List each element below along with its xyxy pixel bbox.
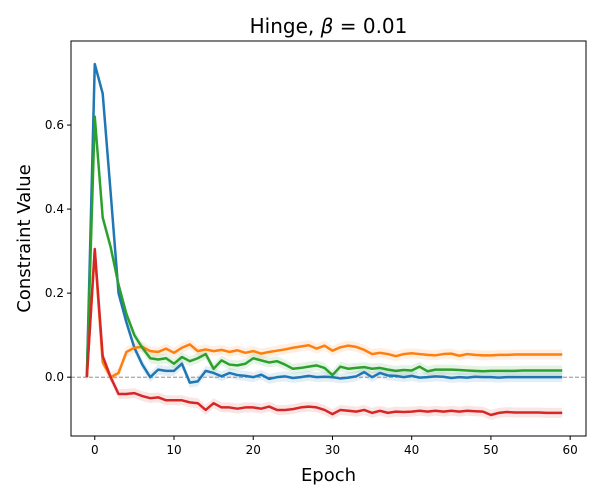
uncertainty-bands: [86, 59, 563, 420]
x-axis-ticks: 0 10 20 30 40 50 60: [91, 436, 578, 457]
title-prefix: Hinge,: [250, 14, 321, 38]
x-axis-label: Epoch: [301, 465, 356, 486]
y-axis-ticks: 0.0 0.2 0.4 0.6: [45, 118, 71, 384]
series-band-4: [86, 244, 563, 420]
y-axis-label: Constraint Value: [14, 164, 35, 312]
series-line-1: [85, 62, 563, 384]
x-tick-label: 50: [483, 443, 498, 457]
y-tick-label: 0.6: [45, 118, 64, 132]
x-tick-label: 60: [563, 443, 578, 457]
series-line-4: [85, 247, 563, 417]
series-band-2: [86, 246, 563, 383]
series-lines: [85, 62, 563, 417]
x-tick-label: 0: [91, 443, 99, 457]
x-tick-label: 30: [325, 443, 340, 457]
title-symbol: β: [320, 14, 334, 38]
x-tick-label: 10: [166, 443, 181, 457]
y-tick-label: 0.0: [45, 370, 64, 384]
series-band-1: [86, 59, 563, 388]
x-tick-label: 40: [404, 443, 419, 457]
plot-frame: [70, 40, 587, 437]
series-line-3: [85, 115, 563, 378]
y-tick-label: 0.4: [45, 202, 64, 216]
series-line-2: [85, 249, 563, 379]
y-tick-label: 0.2: [45, 286, 64, 300]
x-tick-label: 20: [246, 443, 261, 457]
title-suffix: = 0.01: [333, 14, 407, 38]
chart-title: Hinge, β = 0.01: [250, 14, 408, 38]
